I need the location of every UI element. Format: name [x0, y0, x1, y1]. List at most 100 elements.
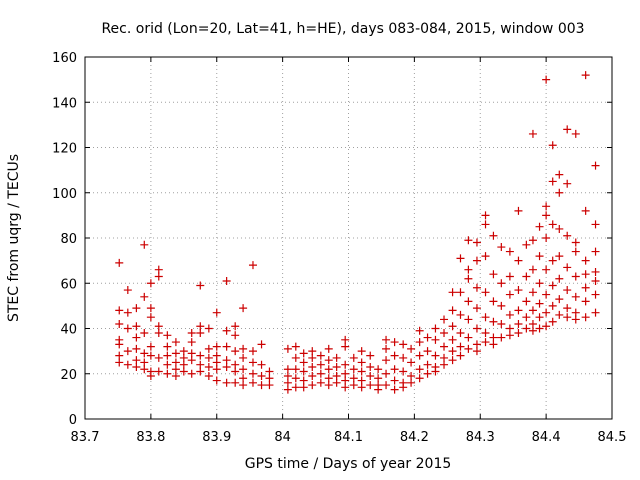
data-point: [535, 222, 544, 231]
data-point: [542, 308, 551, 317]
data-point: [440, 342, 449, 351]
data-point: [163, 351, 172, 360]
data-point: [581, 270, 590, 279]
data-point: [171, 349, 180, 358]
data-point: [222, 326, 231, 335]
data-point: [332, 362, 341, 371]
data-point: [555, 310, 564, 319]
data-point: [204, 353, 213, 362]
data-point: [535, 324, 544, 333]
data-point: [390, 385, 399, 394]
y-axis-label: STEC from uqrg / TECUs: [6, 154, 22, 322]
data-point: [571, 247, 580, 256]
data-point: [283, 372, 292, 381]
data-point: [399, 353, 408, 362]
data-point: [555, 224, 564, 233]
data-point: [407, 344, 416, 353]
data-point: [366, 381, 375, 390]
data-point: [542, 202, 551, 211]
data-point: [472, 238, 481, 247]
data-point: [431, 324, 440, 333]
data-point: [481, 288, 490, 297]
data-point: [448, 347, 457, 356]
axis-ticks: 83.7 83.8 83.9 84 84.1 84.2 84.3 84.4 84.5 0 20 40 6…: [52, 51, 626, 445]
data-point: [349, 365, 358, 374]
data-point: [357, 376, 366, 385]
data-point: [146, 351, 155, 360]
data-point: [571, 308, 580, 317]
data-point: [341, 383, 350, 392]
data-point: [390, 365, 399, 374]
data-point: [196, 322, 205, 331]
data-point: [341, 376, 350, 385]
data-point: [456, 254, 465, 263]
data-point: [187, 329, 196, 338]
data-point: [448, 335, 457, 344]
data-point: [204, 362, 213, 371]
data-point: [248, 358, 257, 367]
data-point: [456, 288, 465, 297]
data-point: [231, 347, 240, 356]
data-point: [571, 315, 580, 324]
data-point: [440, 329, 449, 338]
data-point: [548, 220, 557, 229]
data-point: [423, 360, 432, 369]
data-point: [222, 378, 231, 387]
data-point: [581, 256, 590, 265]
data-point: [440, 315, 449, 324]
data-point: [407, 372, 416, 381]
data-point: [382, 335, 391, 344]
data-point: [528, 306, 537, 315]
data-point: [239, 353, 248, 362]
data-point: [257, 381, 266, 390]
x-tick-label: 83.7: [71, 430, 100, 445]
data-point: [132, 356, 141, 365]
data-point: [324, 365, 333, 374]
data-point: [212, 376, 221, 385]
data-point: [196, 281, 205, 290]
data-point: [497, 333, 506, 342]
data-point: [257, 360, 266, 369]
data-point: [497, 243, 506, 252]
data-point: [374, 374, 383, 383]
data-point: [299, 367, 308, 376]
data-point: [390, 351, 399, 360]
data-point: [591, 276, 600, 285]
data-point: [423, 369, 432, 378]
data-point: [248, 261, 257, 270]
data-point: [505, 290, 514, 299]
data-point: [332, 372, 341, 381]
data-point: [505, 247, 514, 256]
data-point: [497, 319, 506, 328]
data-point: [283, 385, 292, 394]
data-point: [382, 344, 391, 353]
data-point: [563, 286, 572, 295]
data-point: [299, 358, 308, 367]
data-point: [415, 365, 424, 374]
data-point: [505, 324, 514, 333]
y-tick-label: 0: [69, 413, 77, 428]
data-point: [555, 274, 564, 283]
data-point: [571, 292, 580, 301]
data-point: [464, 265, 473, 274]
data-point: [489, 270, 498, 279]
data-point: [472, 283, 481, 292]
data-point: [171, 372, 180, 381]
data-point: [497, 301, 506, 310]
data-point: [308, 362, 317, 371]
data-point: [563, 125, 572, 134]
data-point: [146, 342, 155, 351]
data-point: [399, 367, 408, 376]
data-point: [514, 319, 523, 328]
data-point: [204, 372, 213, 381]
data-point: [522, 313, 531, 322]
data-point: [581, 206, 590, 215]
data-point: [171, 338, 180, 347]
x-tick-label: 84.1: [334, 430, 363, 445]
data-point: [316, 378, 325, 387]
data-point: [528, 319, 537, 328]
y-tick-label: 100: [52, 187, 77, 202]
data-point: [171, 365, 180, 374]
data-point: [212, 365, 221, 374]
data-point: [179, 360, 188, 369]
